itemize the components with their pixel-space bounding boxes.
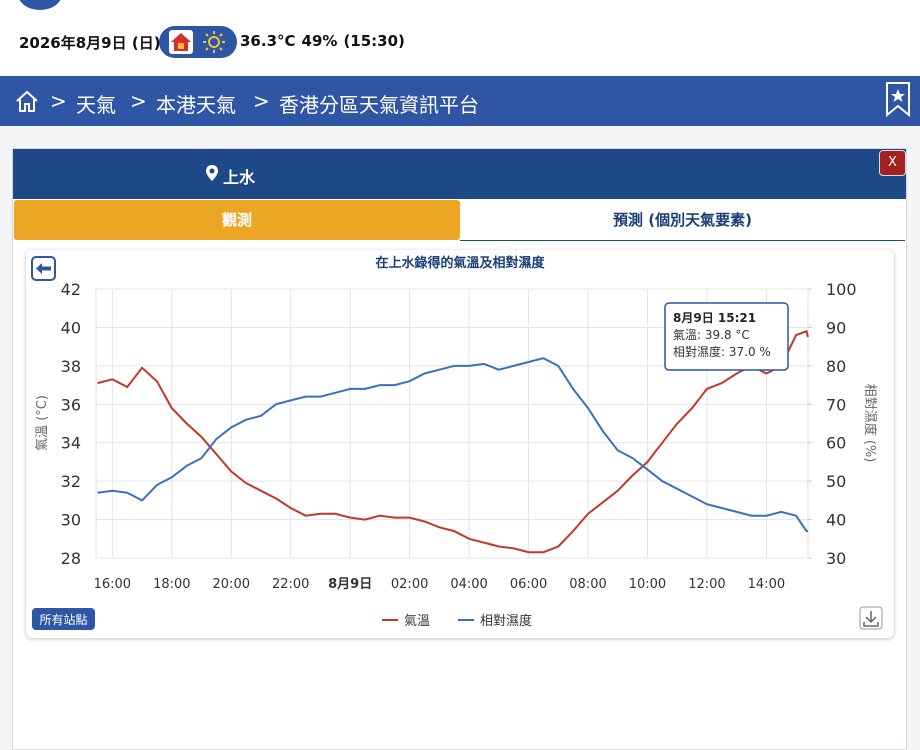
y2-tick-label: 100 — [826, 280, 857, 299]
legend-label: 相對濕度 — [480, 613, 532, 629]
y-tick-label: 32 — [61, 472, 81, 491]
top-bar: 2026年8月9日 (日) 36.3°C 49% (15:30) — [0, 0, 920, 76]
x-tick-label: 22:00 — [272, 577, 309, 592]
x-tick-label: 10:00 — [629, 577, 666, 592]
y2-tick-label: 70 — [826, 395, 846, 414]
y2-tick-label: 50 — [826, 472, 846, 491]
warning-icon — [169, 30, 193, 54]
pin-icon — [206, 165, 218, 181]
tooltip: 8月9日 15:21 氣溫: 39.8 °C 相對濕度: 37.0 % — [664, 302, 789, 371]
x-tick-label: 06:00 — [510, 577, 547, 592]
warning-pill[interactable] — [159, 26, 237, 58]
sun-icon — [203, 31, 225, 53]
y-tick-label: 28 — [61, 549, 81, 568]
humidity: 49% — [301, 32, 338, 50]
location: 上水 — [223, 168, 256, 187]
y-tick-label: 34 — [61, 434, 81, 453]
y-axis-label: 氣溫 (°C) — [35, 395, 50, 451]
crumb: 香港分區天氣資訊平台 — [279, 93, 479, 117]
data-line — [97, 329, 809, 554]
x-tick-label: 12:00 — [688, 577, 725, 592]
x-tick-label: 04:00 — [450, 577, 487, 592]
separator: > — [50, 89, 67, 113]
x-tick-label: 14:00 — [748, 577, 785, 592]
x-tick-label: 18:00 — [153, 577, 190, 592]
x-tick-label: 08:00 — [569, 577, 606, 592]
x-tick-label: 8月9日 — [328, 577, 372, 592]
chart: 在上水錄得的氣溫及相對濕度 氣溫 (°C) 相對濕度 (%) 28 30 32 34 3… — [26, 250, 894, 638]
date: 2026年8月9日 (日) — [19, 34, 161, 52]
y-tick-label: 42 — [61, 280, 81, 299]
back-arrow — [36, 263, 51, 274]
y-tick-label: 40 — [61, 318, 81, 337]
separator: > — [130, 89, 147, 113]
y2-tick-label: 80 — [826, 357, 846, 376]
y2-tick-label: 60 — [826, 434, 846, 453]
all-stations-label: 所有站點 — [39, 612, 87, 627]
tab-forecast[interactable]: 預測 (個別天氣要素) — [460, 200, 905, 241]
chart-title: 在上水錄得的氣溫及相對濕度 — [375, 255, 545, 271]
home-icon[interactable] — [14, 89, 40, 113]
x-tick-label: 02:00 — [391, 577, 428, 592]
legend-label: 氣溫 — [404, 614, 430, 629]
tab-observation[interactable]: 觀測 — [14, 200, 460, 240]
tooltip-box — [664, 302, 789, 371]
data-line — [97, 357, 808, 533]
all-stations-button[interactable] — [32, 608, 95, 630]
crumb[interactable]: 本港天氣 — [156, 93, 236, 117]
time: (15:30) — [343, 32, 405, 50]
panel-header: 上水 X — [13, 149, 906, 199]
x-tick-label: 20:00 — [213, 577, 250, 592]
tooltip-line: 氣溫: 39.8 °C — [673, 328, 750, 342]
x-tick-label: 16:00 — [94, 577, 131, 592]
y-tick-label: 38 — [61, 357, 81, 376]
tooltip-line: 相對濕度: 37.0 % — [673, 344, 771, 359]
temperature: 36.3°C — [240, 32, 296, 50]
y-tick-label: 36 — [61, 395, 81, 414]
y2-tick-label: 30 — [826, 549, 846, 568]
y-tick-label: 30 — [61, 511, 81, 530]
crumb[interactable]: 天氣 — [76, 93, 116, 117]
bookmark-icon[interactable] — [885, 81, 911, 117]
tooltip-title: 8月9日 15:21 — [673, 311, 756, 325]
separator: > — [253, 89, 270, 113]
breadcrumb-bar: > 天氣 > 本港天氣 > 香港分區天氣資訊平台 — [0, 76, 920, 126]
download-icon — [863, 611, 879, 627]
y2-axis-label: 相對濕度 (%) — [862, 384, 878, 463]
y2-tick-label: 90 — [826, 318, 846, 337]
close-button[interactable]: X — [879, 150, 906, 176]
logo[interactable] — [18, 0, 62, 10]
current-weather: 36.3°C 49% (15:30) — [240, 32, 411, 50]
y2-tick-label: 40 — [826, 511, 846, 530]
